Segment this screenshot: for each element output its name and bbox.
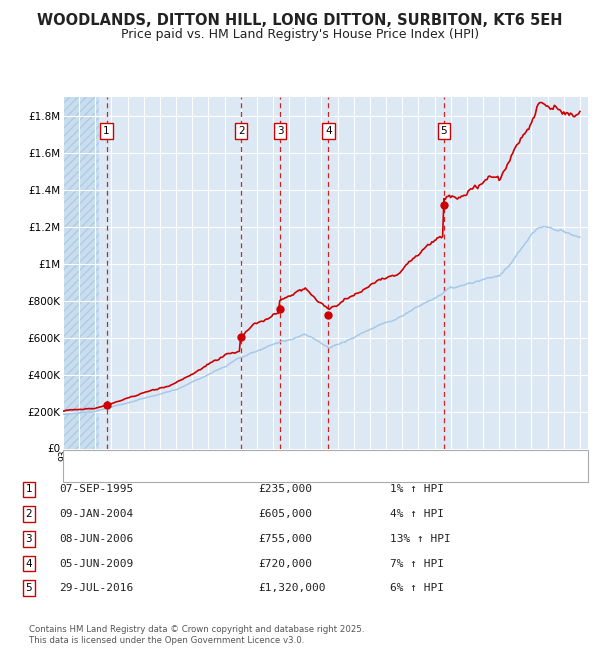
Text: 6% ↑ HPI: 6% ↑ HPI <box>390 583 444 593</box>
Text: £235,000: £235,000 <box>258 484 312 495</box>
Text: 3: 3 <box>277 126 283 136</box>
Text: 2: 2 <box>25 509 32 519</box>
Text: 4: 4 <box>25 558 32 569</box>
Text: 5: 5 <box>25 583 32 593</box>
Text: 7% ↑ HPI: 7% ↑ HPI <box>390 558 444 569</box>
Text: Price paid vs. HM Land Registry's House Price Index (HPI): Price paid vs. HM Land Registry's House … <box>121 28 479 41</box>
Text: 05-JUN-2009: 05-JUN-2009 <box>59 558 133 569</box>
Text: 29-JUL-2016: 29-JUL-2016 <box>59 583 133 593</box>
Text: 13% ↑ HPI: 13% ↑ HPI <box>390 534 451 544</box>
Text: 5: 5 <box>440 126 447 136</box>
Text: 3: 3 <box>25 534 32 544</box>
Text: HPI: Average price, detached house, Elmbridge: HPI: Average price, detached house, Elmb… <box>99 469 345 479</box>
Text: £720,000: £720,000 <box>258 558 312 569</box>
Text: WOODLANDS, DITTON HILL, LONG DITTON, SURBITON, KT6 5EH (detached house): WOODLANDS, DITTON HILL, LONG DITTON, SUR… <box>99 453 524 463</box>
Text: 2: 2 <box>238 126 244 136</box>
Text: £1,320,000: £1,320,000 <box>258 583 325 593</box>
Text: WOODLANDS, DITTON HILL, LONG DITTON, SURBITON, KT6 5EH: WOODLANDS, DITTON HILL, LONG DITTON, SUR… <box>37 13 563 28</box>
Text: 1: 1 <box>103 126 110 136</box>
Text: 07-SEP-1995: 07-SEP-1995 <box>59 484 133 495</box>
Text: £605,000: £605,000 <box>258 509 312 519</box>
Text: 1: 1 <box>25 484 32 495</box>
Text: 09-JAN-2004: 09-JAN-2004 <box>59 509 133 519</box>
Text: 4% ↑ HPI: 4% ↑ HPI <box>390 509 444 519</box>
Text: 1% ↑ HPI: 1% ↑ HPI <box>390 484 444 495</box>
Text: 4: 4 <box>325 126 332 136</box>
Text: £755,000: £755,000 <box>258 534 312 544</box>
Text: Contains HM Land Registry data © Crown copyright and database right 2025.
This d: Contains HM Land Registry data © Crown c… <box>29 625 364 645</box>
Text: 08-JUN-2006: 08-JUN-2006 <box>59 534 133 544</box>
